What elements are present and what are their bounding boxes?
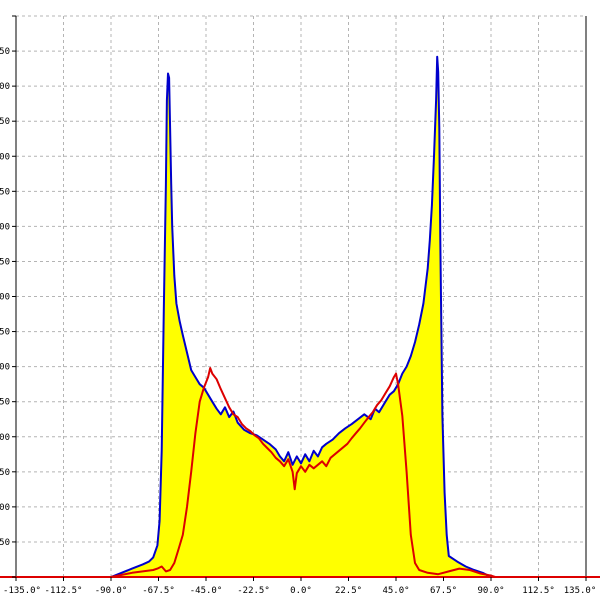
y-tick-label: 50	[0, 538, 10, 548]
series-0-line	[110, 55, 492, 578]
y-tick-label: 600	[0, 152, 10, 162]
axes-layer	[0, 15, 600, 581]
x-tick-label: -90.0°	[95, 586, 128, 596]
y-tick-label: 500	[0, 222, 10, 232]
x-tick-label: 90.0°	[477, 586, 504, 596]
y-tick-label: 350	[0, 328, 10, 338]
y-tick-label: 250	[0, 398, 10, 408]
x-tick-label: -45.0°	[190, 586, 223, 596]
labels-layer: 50 100 150 200 250 300 350 400 450 500 550 600 650 70…	[0, 47, 596, 596]
series-layer	[16, 55, 586, 578]
x-tick-label: 22.5°	[335, 586, 362, 596]
x-tick-label: -112.5°	[45, 586, 83, 596]
x-tick-label: 45.0°	[382, 586, 409, 596]
y-tick-label: 300	[0, 363, 10, 373]
x-tick-label: 0.0°	[290, 586, 312, 596]
y-tick-label: 400	[0, 293, 10, 303]
y-tick-label: 650	[0, 117, 10, 127]
x-tick-label: -135.0°	[3, 586, 41, 596]
y-tick-label: 450	[0, 257, 10, 267]
x-tick-label: 67.5°	[430, 586, 457, 596]
x-tick-label: -22.5°	[237, 586, 270, 596]
y-tick-label: 100	[0, 503, 10, 513]
x-tick-label: 112.5°	[522, 586, 555, 596]
y-tick-label: 150	[0, 468, 10, 478]
y-tick-label: 750	[0, 47, 10, 57]
x-tick-label: -67.5°	[142, 586, 175, 596]
series-1-line	[16, 367, 586, 578]
y-tick-label: 200	[0, 433, 10, 443]
y-tick-label: 700	[0, 82, 10, 92]
y-tick-label: 550	[0, 187, 10, 197]
series-0-area	[111, 56, 491, 577]
x-tick-label: 135.0°	[564, 586, 597, 596]
